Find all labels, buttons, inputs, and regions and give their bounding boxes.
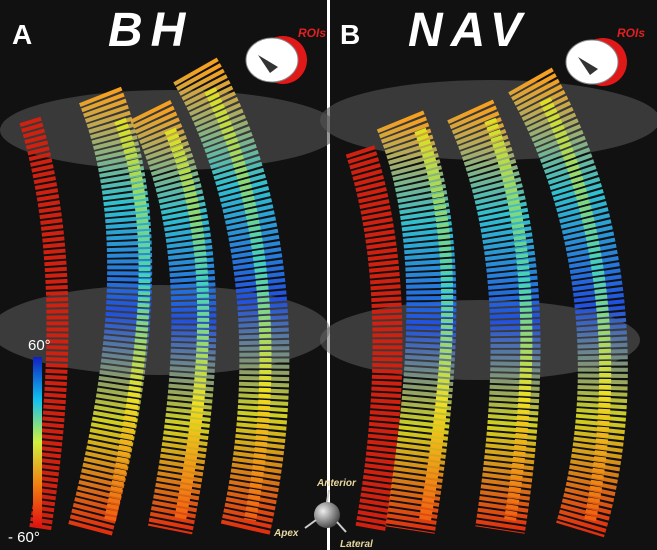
roi-label: ROIs <box>298 26 326 40</box>
colorbar <box>33 357 42 527</box>
figure: A BH ROIs 60° - 60° B NAV ROIs Anterior … <box>0 0 657 550</box>
colorbar-max: 60° <box>28 337 51 354</box>
orientation-label: Apex <box>273 528 299 539</box>
panel-letter: A <box>12 19 32 50</box>
panel-title: BH <box>108 4 193 57</box>
panel-title: NAV <box>408 4 530 57</box>
roi-icon <box>246 36 307 84</box>
colorbar-min: - 60° <box>8 529 40 546</box>
roi-label: ROIs <box>617 26 645 40</box>
panel-letter: B <box>340 19 360 50</box>
orientation-label: Lateral <box>340 539 373 550</box>
orientation-label: Anterior <box>316 478 357 489</box>
roi-icon <box>566 38 627 86</box>
